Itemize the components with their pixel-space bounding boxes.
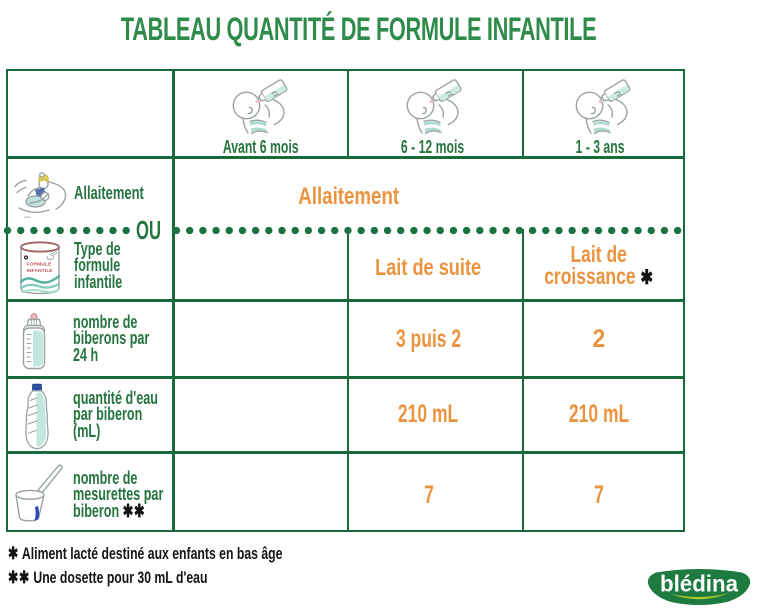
svg-text:FORMULE: FORMULE [27,262,53,268]
svg-text:INFANTILE: INFANTILE [27,268,54,274]
svg-text:blédina: blédina [660,571,738,597]
